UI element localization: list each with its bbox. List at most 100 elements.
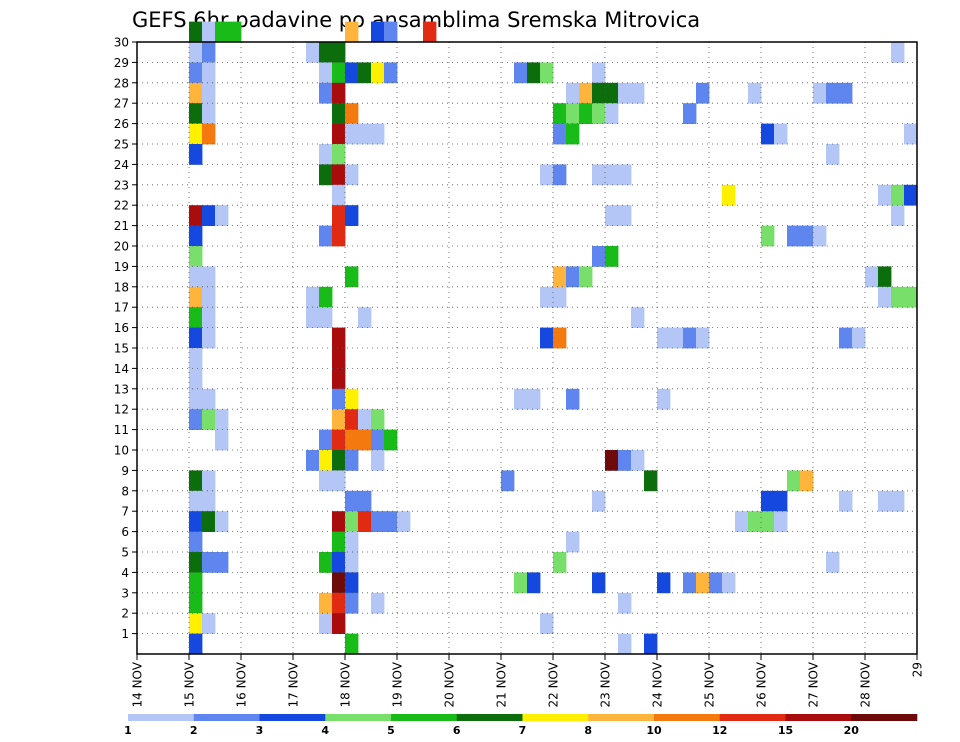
heatmap-cell	[189, 490, 203, 512]
heatmap-cell	[644, 633, 658, 655]
y-axis: 1234567891011121314151617181920212223242…	[114, 36, 137, 641]
y-tick-label: 10	[114, 444, 129, 458]
heatmap-cell	[319, 470, 333, 492]
x-tick-label: 18 NOV	[339, 661, 353, 707]
legend-label: 2	[190, 724, 198, 737]
y-tick-label: 4	[121, 566, 129, 580]
heatmap-cell	[553, 286, 567, 308]
heatmap-cell	[592, 62, 606, 84]
heatmap-cell	[553, 552, 567, 573]
heatmap-cell	[605, 246, 619, 267]
heatmap-cell	[592, 164, 606, 186]
legend-label: 3	[256, 724, 264, 737]
heatmap-cell	[332, 205, 346, 226]
heatmap-cell	[683, 103, 697, 124]
heatmap-cell	[722, 184, 736, 206]
heatmap-cell	[748, 511, 762, 532]
x-tick-label: 27 NOV	[807, 661, 821, 707]
heatmap-cell	[345, 164, 359, 186]
heatmap-cell	[891, 42, 905, 63]
heatmap-cell	[748, 82, 762, 104]
x-tick-label: 16 NOV	[235, 661, 249, 707]
heatmap-cell	[332, 429, 346, 451]
heatmap-cell	[527, 572, 541, 594]
heatmap-cell	[189, 592, 203, 614]
heatmap-cell	[501, 470, 515, 492]
heatmap-cell	[189, 307, 203, 328]
heatmap-cell	[332, 592, 346, 614]
heatmap-cell	[553, 266, 567, 288]
heatmap-cell	[189, 368, 203, 390]
heatmap-cell	[345, 409, 359, 430]
y-tick-label: 19	[114, 260, 129, 274]
heatmap-cell	[839, 82, 853, 104]
heatmap-cell	[332, 164, 346, 186]
y-tick-label: 1	[121, 627, 129, 641]
heatmap-cell	[202, 62, 216, 84]
heatmap-cell	[618, 450, 632, 471]
heatmap-cell	[189, 572, 203, 594]
y-tick-label: 6	[121, 525, 129, 539]
heatmap-cell	[332, 62, 346, 84]
heatmap-cell	[332, 327, 346, 349]
y-tick-label: 21	[114, 219, 129, 233]
heatmap-cell	[761, 123, 775, 145]
heatmap-cell	[774, 123, 788, 145]
heatmap-cell	[696, 82, 710, 104]
y-tick-label: 7	[121, 505, 129, 519]
x-tick-label: 28 NOV	[859, 661, 873, 707]
x-tick-label: 15 NOV	[183, 661, 197, 707]
heatmap-cell	[605, 103, 619, 124]
heatmap-cell	[345, 592, 359, 614]
heatmap-cell	[319, 286, 333, 308]
heatmap-cell	[735, 511, 749, 532]
heatmap-cell	[865, 266, 879, 288]
y-tick-label: 17	[114, 301, 129, 315]
y-tick-label: 5	[121, 546, 129, 560]
heatmap-cell	[189, 144, 203, 165]
heatmap-cell	[371, 21, 385, 43]
heatmap-cell	[566, 123, 580, 145]
heatmap-cell	[566, 531, 580, 553]
heatmap-cell	[826, 82, 840, 104]
heatmap-cell	[618, 205, 632, 226]
legend-label: 20	[844, 724, 860, 737]
legend-swatch	[128, 714, 195, 721]
legend-label: 10	[646, 724, 662, 737]
heatmap-cell	[514, 572, 528, 594]
heatmap-cell	[592, 82, 606, 104]
heatmap-cells	[189, 21, 918, 655]
heatmap-cell	[423, 21, 437, 43]
heatmap-cell	[878, 184, 892, 206]
y-tick-label: 14	[114, 362, 129, 376]
heatmap-cell	[189, 511, 203, 532]
y-tick-label: 16	[114, 321, 129, 335]
heatmap-cell	[839, 490, 853, 512]
heatmap-cell	[215, 511, 229, 532]
heatmap-cell	[384, 62, 398, 84]
heatmap-cell	[189, 531, 203, 553]
heatmap-cell	[202, 266, 216, 288]
heatmap-cell	[358, 511, 372, 532]
heatmap-cell	[202, 307, 216, 328]
x-tick-label: 20 NOV	[443, 661, 457, 707]
heatmap-cell	[345, 388, 359, 410]
y-tick-label: 28	[114, 76, 129, 90]
heatmap-cell	[215, 205, 229, 226]
heatmap-cell	[332, 225, 346, 247]
heatmap-cell	[904, 286, 918, 308]
heatmap-cell	[332, 144, 346, 165]
legend-label: 1	[124, 724, 132, 737]
heatmap-cell	[215, 21, 229, 43]
heatmap-cell	[878, 286, 892, 308]
heatmap-cell	[189, 21, 203, 43]
heatmap-cell	[904, 184, 918, 206]
heatmap-cell	[215, 429, 229, 451]
heatmap-cell	[319, 613, 333, 634]
y-tick-label: 24	[114, 158, 129, 172]
heatmap-cell	[332, 470, 346, 492]
heatmap-cell	[397, 511, 411, 532]
heatmap-cell	[514, 388, 528, 410]
heatmap-cell	[345, 450, 359, 471]
heatmap-cell	[371, 511, 385, 532]
